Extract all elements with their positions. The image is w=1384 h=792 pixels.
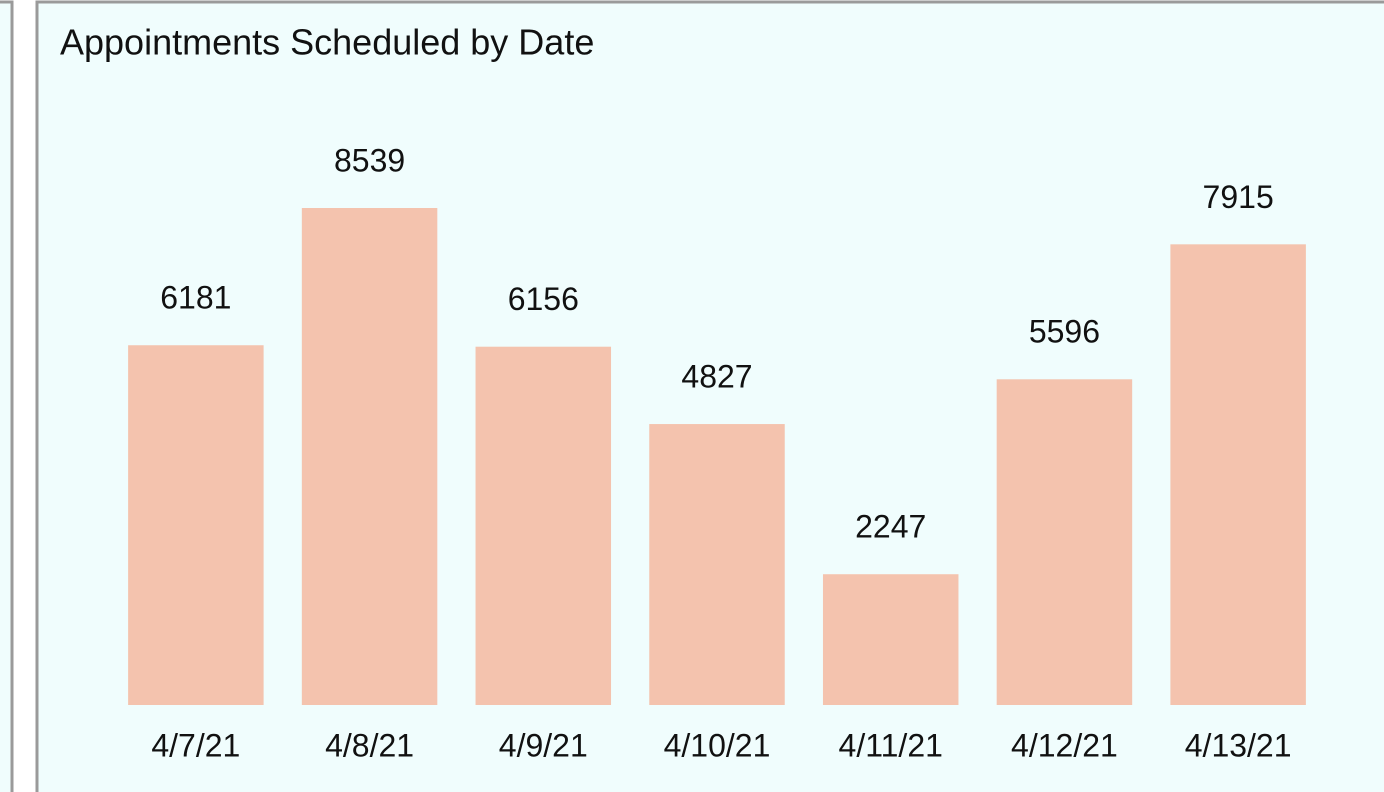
value-label: 2247 bbox=[855, 509, 926, 545]
value-label: 6181 bbox=[160, 280, 231, 316]
x-tick-label: 4/12/21 bbox=[1011, 727, 1118, 763]
value-label: 6156 bbox=[508, 281, 579, 317]
x-tick-label: 4/11/21 bbox=[839, 727, 943, 763]
bar bbox=[128, 345, 264, 705]
bar bbox=[649, 424, 785, 705]
x-tick-label: 4/8/21 bbox=[325, 727, 414, 763]
x-tick-label: 4/10/21 bbox=[664, 727, 771, 763]
bar bbox=[475, 346, 612, 705]
value-label: 7915 bbox=[1203, 179, 1274, 215]
bar bbox=[301, 208, 438, 705]
bar bbox=[1170, 244, 1306, 705]
bar bbox=[996, 379, 1133, 705]
chart-title: Appointments Scheduled by Date bbox=[60, 22, 594, 63]
value-label: 4827 bbox=[681, 359, 752, 395]
x-tick-label: 4/9/21 bbox=[499, 727, 588, 763]
side-panel bbox=[0, 0, 14, 792]
value-label: 8539 bbox=[334, 142, 405, 178]
x-tick-label: 4/13/21 bbox=[1185, 727, 1292, 763]
bar bbox=[822, 574, 959, 705]
x-tick-label: 4/7/21 bbox=[151, 727, 240, 763]
value-label: 5596 bbox=[1029, 314, 1100, 350]
